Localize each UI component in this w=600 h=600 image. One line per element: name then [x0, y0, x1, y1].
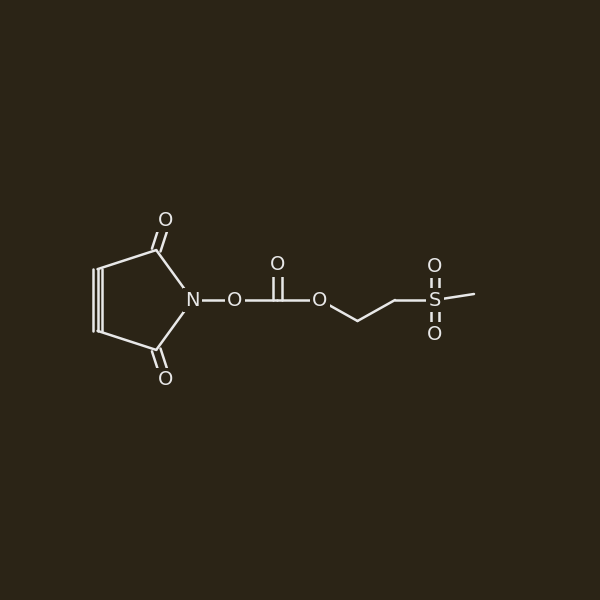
Text: O: O: [427, 257, 443, 275]
Text: O: O: [158, 211, 173, 230]
Text: O: O: [227, 290, 242, 310]
Text: O: O: [427, 325, 443, 343]
Text: O: O: [313, 290, 328, 310]
Text: N: N: [185, 290, 200, 310]
Text: S: S: [429, 290, 441, 310]
Text: O: O: [270, 256, 285, 275]
Text: O: O: [158, 370, 173, 389]
